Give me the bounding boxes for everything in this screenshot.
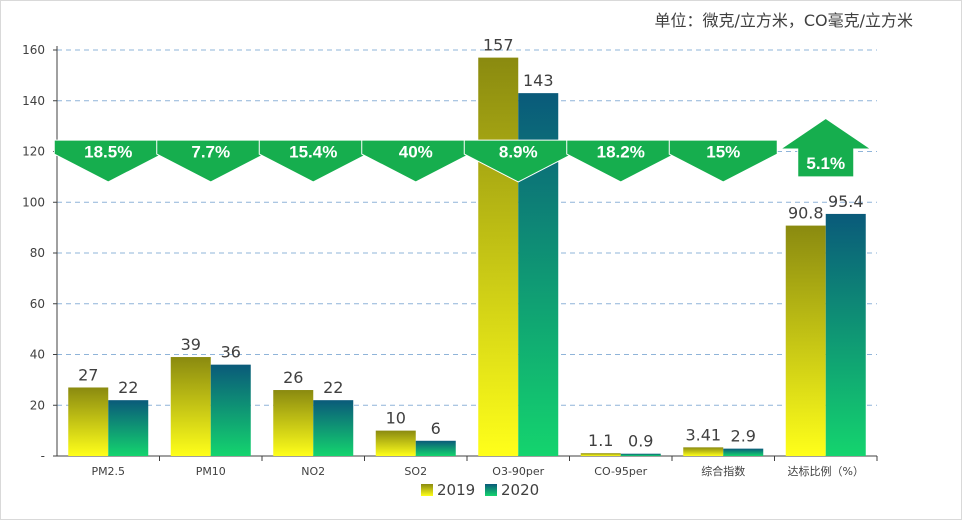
y-tick-label: - [41,449,45,463]
data-label-2019: 90.8 [788,204,824,223]
data-label-2019: 27 [78,365,98,384]
legend-swatch-2020 [485,484,497,496]
bar-2020 [415,440,456,456]
bar-2019 [478,57,519,457]
y-tick-label: 140 [22,94,45,108]
x-tick-label: PM10 [196,465,226,478]
change-label: 7.7% [191,143,230,162]
data-label-2020: 36 [221,343,241,362]
x-tick-label: SO2 [404,465,427,478]
change-label: 18.5% [84,143,132,162]
bar-2019 [375,430,416,456]
y-tick-label: 160 [22,43,45,57]
data-label-2020: 143 [523,71,554,90]
bar-2020 [313,400,354,456]
unit-note: 单位：微克/立方米，CO毫克/立方米 [654,11,913,30]
bar-2019 [68,387,109,456]
x-tick-label: O3-90per [492,465,544,478]
down-arrow [258,139,368,183]
change-label: 15% [706,143,740,162]
bar-2020 [210,364,251,456]
data-label-2020: 22 [118,378,138,397]
y-tick-label: 40 [30,348,45,362]
data-label-2020: 2.9 [731,427,756,446]
data-label-2019: 26 [283,368,303,387]
data-label-2019: 3.41 [685,425,721,444]
bar-2020 [108,400,149,456]
bar-2019 [273,390,314,456]
data-label-2020: 22 [323,378,343,397]
down-arrow [566,139,676,183]
legend-label-2020: 2020 [501,481,539,499]
bar-2019 [170,357,211,456]
down-arrow [156,139,266,183]
data-label-2019: 10 [386,409,406,428]
x-tick-label: 综合指数 [701,464,745,478]
bar-2019 [683,447,724,456]
y-tick-label: 120 [22,145,45,159]
data-label-2019: 1.1 [588,431,613,450]
change-label: 8.9% [499,143,538,162]
x-tick-label: CO-95per [594,465,647,478]
change-label: 15.4% [289,143,337,162]
y-tick-label: 20 [30,398,45,412]
data-label-2019: 39 [181,335,201,354]
bar-2020 [825,213,866,456]
bar-2019 [580,453,621,456]
y-tick-label: 60 [30,297,45,311]
y-tick-label: 100 [22,195,45,209]
legend-swatch-2019 [421,484,433,496]
change-label: 18.2% [597,143,645,162]
change-label: 40% [399,143,433,162]
bar-2019 [785,225,826,456]
bar-2020 [723,448,764,456]
x-tick-label: PM2.5 [91,465,125,478]
data-label-2020: 0.9 [628,432,653,451]
down-arrow [361,139,471,183]
change-label: 5.1% [806,154,845,173]
down-arrow [463,139,573,183]
x-tick-label: NO2 [301,465,325,478]
down-arrow [668,139,778,183]
y-tick-label: 80 [30,246,45,260]
data-label-2020: 6 [431,419,441,438]
data-label-2019: 157 [483,36,514,55]
bar-2020 [620,453,661,456]
up-arrow [779,117,873,178]
down-arrow [53,139,163,183]
legend-label-2019: 2019 [437,481,475,499]
x-tick-label: 达标比例（%） [788,464,864,478]
data-label-2020: 95.4 [828,192,864,211]
